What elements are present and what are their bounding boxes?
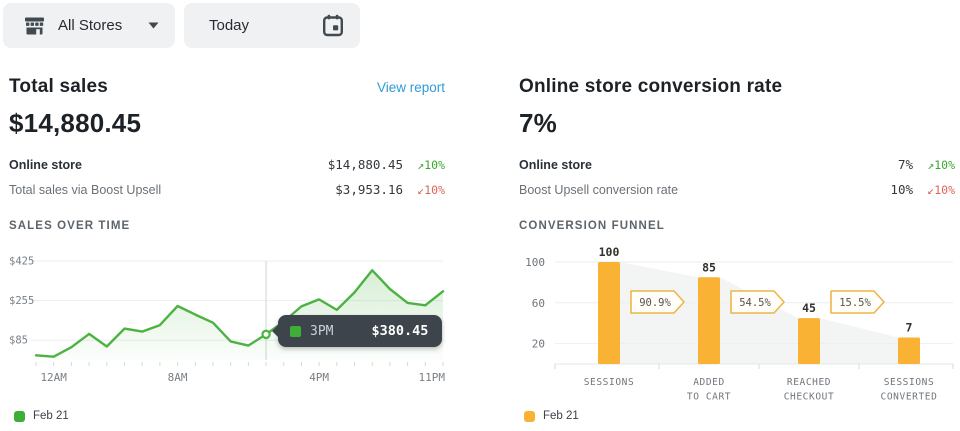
view-report-link[interactable]: View report <box>376 80 445 95</box>
metric-label: Total sales via Boost Upsell <box>9 182 162 197</box>
conversion-funnel-chart[interactable]: 100 60 20 100 85 45 7 90.9% 54.5% 15.5% SESSIONS AD… <box>519 245 955 410</box>
metric-change-up: ↗10% <box>417 157 445 172</box>
funnel-bar-value: 100 <box>599 245 620 259</box>
total-sales-header: Total sales View report <box>9 76 445 99</box>
legend-label: Feb 21 <box>543 410 579 422</box>
svg-text:60: 60 <box>532 297 545 310</box>
metric-row: Online store $14,880.45 ↗10% <box>9 152 445 177</box>
store-icon <box>24 16 45 35</box>
funnel-category-label: SESSIONS <box>584 377 635 388</box>
conversion-badge <box>630 290 685 314</box>
svg-text:$255: $255 <box>9 295 34 307</box>
conversion-rate-value: 7% <box>519 108 557 138</box>
svg-text:15.5%: 15.5% <box>839 297 871 309</box>
conversion-badge <box>730 290 785 314</box>
calendar-icon <box>322 14 344 38</box>
funnel-chart-svg: 100 60 20 100 85 45 7 90.9% 54.5% 15.5% SESSIONS AD… <box>525 245 954 403</box>
legend-swatch-green <box>14 410 25 422</box>
total-sales-panel: Total sales View report $14,880.45 Onlin… <box>9 76 445 428</box>
metric-value: $14,880.45 <box>327 157 403 172</box>
metric-change-up: ↗10% <box>927 157 955 172</box>
svg-text:90.9%: 90.9% <box>639 297 671 309</box>
funnel-bar <box>798 318 820 364</box>
legend-swatch-orange <box>524 410 535 422</box>
sales-line <box>34 269 445 358</box>
total-sales-value: $14,880.45 <box>9 108 142 138</box>
svg-text:11PM: 11PM <box>419 371 446 384</box>
conversion-funnel-title: CONVERSION FUNNEL <box>519 220 665 232</box>
metric-value: 10% <box>890 182 913 197</box>
conversion-rate-breakdown: Online store 7% ↗10% Boost Upsell conversio… <box>519 152 955 202</box>
date-selector-label: Today <box>209 17 250 34</box>
metric-row: Total sales via Boost Upsell $3,953.16 ↙10… <box>9 177 445 202</box>
metric-value: $3,953.16 <box>335 182 403 197</box>
metric-label: Online store <box>519 157 592 172</box>
svg-text:4PM: 4PM <box>309 371 329 384</box>
date-selector[interactable]: Today <box>184 3 360 48</box>
funnel-bar-value: 85 <box>702 260 716 274</box>
metric-value: 7% <box>897 157 913 172</box>
funnel-legend: Feb 21 <box>524 410 579 422</box>
metric-row: Online store 7% ↗10% <box>519 152 955 177</box>
funnel-category-label: ADDED <box>693 377 725 388</box>
funnel-bar <box>698 277 720 364</box>
conversion-badge <box>830 290 885 314</box>
store-selector-label: All Stores <box>58 17 123 34</box>
tooltip-value: $380.45 <box>371 323 429 340</box>
hovered-point-marker <box>261 329 271 340</box>
svg-text:100: 100 <box>525 256 545 269</box>
store-selector[interactable]: All Stores <box>3 3 175 48</box>
funnel-category-label: SESSIONS <box>884 377 935 388</box>
topbar: All Stores Today <box>3 3 360 48</box>
metric-label: Boost Upsell conversion rate <box>519 182 679 197</box>
svg-text:$85: $85 <box>9 335 28 347</box>
conversion-rate-title: Online store conversion rate <box>519 76 783 97</box>
conversion-rate-header: Online store conversion rate <box>519 76 955 99</box>
svg-text:$425: $425 <box>9 256 34 268</box>
funnel-category-label: CHECKOUT <box>784 392 835 403</box>
metric-change-down: ↙10% <box>417 182 445 197</box>
total-sales-title: Total sales <box>9 76 108 97</box>
funnel-bar <box>598 262 620 364</box>
svg-text:20: 20 <box>532 338 545 351</box>
total-sales-breakdown: Online store $14,880.45 ↗10% Total sales vi… <box>9 152 445 202</box>
svg-text:54.5%: 54.5% <box>739 297 771 309</box>
svg-text:12AM: 12AM <box>40 371 67 384</box>
funnel-category-label: TO CART <box>687 392 731 403</box>
funnel-bar-value: 7 <box>906 320 913 334</box>
funnel-bar <box>898 337 920 364</box>
funnel-bar-value: 45 <box>802 301 816 315</box>
tooltip-series-swatch <box>290 325 302 337</box>
tooltip-time: 3PM <box>310 323 334 339</box>
sales-over-time-title: SALES OVER TIME <box>9 220 131 232</box>
legend-label: Feb 21 <box>33 410 69 422</box>
sales-over-time-chart[interactable]: $425 $255 $85 12AM 8AM 4PM 11PM 3PM $380.45 <box>9 245 445 396</box>
chart-tooltip: 3PM $380.45 <box>278 315 443 348</box>
metric-row: Boost Upsell conversion rate 10% ↙10% <box>519 177 955 202</box>
metric-change-down: ↙10% <box>927 182 955 197</box>
conversion-rate-panel: Online store conversion rate 7% Online s… <box>519 76 955 428</box>
sales-legend: Feb 21 <box>14 410 69 422</box>
svg-text:8AM: 8AM <box>168 371 188 384</box>
metric-label: Online store <box>9 157 82 172</box>
chevron-down-icon <box>148 22 159 29</box>
funnel-category-label: REACHED <box>787 377 831 388</box>
funnel-category-label: CONVERTED <box>881 392 938 403</box>
